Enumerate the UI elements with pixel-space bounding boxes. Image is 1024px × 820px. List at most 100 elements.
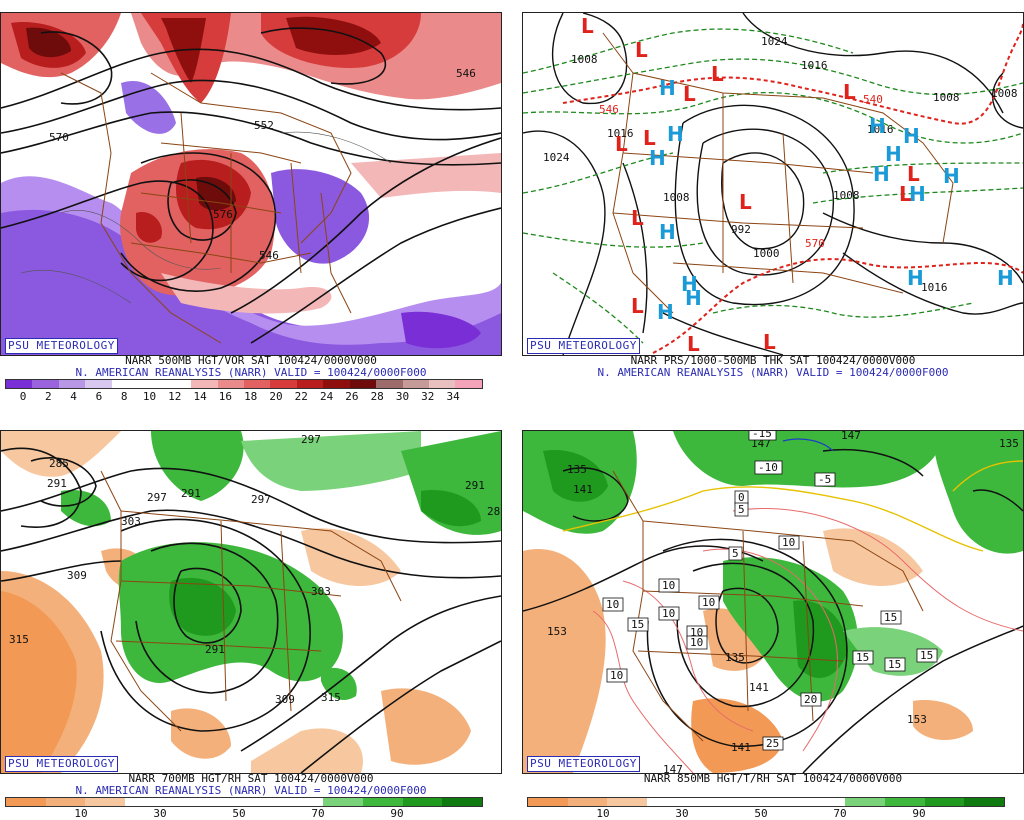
colorbar-tick-label: 30 [153, 807, 167, 820]
temperature-label-box [658, 578, 680, 593]
colorbar-swatch [164, 798, 205, 806]
colorbar-ticks: 0 2 4 6 8 10 12 14 16 18 20 22 24 26 28 30 32 34 [5, 390, 481, 403]
colorbar-swatch [191, 380, 218, 388]
contour-label: 1008 [933, 91, 960, 104]
colorbar-swatch [528, 798, 568, 806]
panel-500mb-hgt-vor: 570 546 552 576 546 PSU METEOROLOGY NARR… [0, 0, 502, 405]
panel-850mb-hgt-t-rh: 135 141 147 153 135 141 153 141 147 135 … [522, 418, 1024, 820]
temperature-label: 10 [782, 536, 795, 549]
colorbar-swatch [45, 798, 86, 806]
low-pressure-marker: L [711, 62, 724, 86]
low-pressure-marker: L [631, 206, 644, 230]
thickness-label: 540 [863, 93, 883, 106]
contour-label: 309 [275, 693, 295, 706]
low-pressure-marker: L [907, 162, 920, 186]
colorbar-swatch [766, 798, 806, 806]
colorbar-tick-label: 28 [370, 390, 384, 403]
colorbar-tick-label: 0 [19, 390, 27, 403]
contour-label: 285 [49, 457, 69, 470]
colorbar-swatch [125, 798, 165, 806]
temperature-label-box [916, 648, 938, 663]
colorbar-tick-label: 10 [142, 390, 157, 403]
caption-valid-time: N. AMERICAN REANALYSIS (NARR) VALID = 10… [597, 366, 949, 379]
temperature-label: 15 [920, 649, 933, 662]
contour-label: 315 [321, 691, 341, 704]
colorbar-swatch [85, 798, 126, 806]
psu-meteorology-badge: PSU METEOROLOGY [5, 338, 118, 354]
temperature-label: 0 [738, 491, 745, 504]
colorbar-swatch [363, 798, 403, 806]
colorbar-ticks: 10 30 50 70 90 [527, 807, 1003, 820]
temperature-label-box [734, 502, 749, 517]
low-pressure-marker: L [763, 330, 776, 354]
temperature-label-box [658, 606, 680, 621]
contour-label: 135 [567, 463, 587, 476]
temperature-label: 10 [702, 596, 715, 609]
colorbar-tick-label: 6 [95, 390, 103, 403]
contour-label: 1024 [543, 151, 570, 164]
temperature-label: 5 [732, 547, 739, 560]
contour-label: 297 [147, 491, 167, 504]
colorbar-tick-label: 22 [294, 390, 308, 403]
colorbar-swatch [349, 380, 377, 388]
high-pressure-marker: H [997, 266, 1014, 290]
temperature-label-box [698, 595, 720, 610]
contour-label: 1024 [761, 35, 788, 48]
temp-rh-map-graphic: 135 141 147 153 135 141 153 141 147 135 … [523, 431, 1023, 773]
colorbar-tick-label: 26 [345, 390, 359, 403]
low-pressure-marker: L [643, 126, 656, 150]
contour-label: 1016 [921, 281, 948, 294]
psu-meteorology-badge: PSU METEOROLOGY [5, 756, 118, 772]
temperature-label: 25 [766, 737, 779, 750]
contour-label: 28 [487, 505, 500, 518]
colorbar-tick-label: 30 [675, 807, 689, 820]
temperature-label-box [884, 657, 906, 672]
temperature-label: 15 [888, 658, 901, 671]
contour-label: 303 [311, 585, 331, 598]
map-500mb-vorticity: 570 546 552 576 546 PSU METEOROLOGY [0, 12, 502, 356]
colorbar-swatch [217, 380, 244, 388]
colorbar-swatch [244, 798, 284, 806]
temperature-label: 10 [662, 579, 675, 592]
temperature-label: 5 [738, 503, 745, 516]
vorticity-map-graphic: 570 546 552 576 546 [1, 13, 501, 355]
caption-title: NARR 500MB HGT/VOR SAT 100424/0000V000 [125, 354, 377, 367]
colorbar-tick-label: 24 [319, 390, 334, 403]
colorbar-swatch [924, 798, 965, 806]
colorbar-vorticity [5, 379, 483, 389]
map-700mb-rh: 297 285 291 303 297 291 297 309 291 303 … [0, 430, 502, 774]
colorbar-rh [527, 797, 1005, 807]
colorbar-swatch [270, 380, 297, 388]
colorbar-swatch [402, 798, 443, 806]
low-pressure-marker: L [615, 132, 628, 156]
colorbar-tick-label: 10 [74, 807, 88, 820]
colorbar-swatch [726, 798, 767, 806]
contour-label: 1016 [801, 59, 828, 72]
high-pressure-marker: H [667, 122, 684, 146]
low-pressure-marker: L [739, 190, 752, 214]
colorbar-tick-label: 8 [120, 390, 128, 403]
temperature-label: -15 [752, 431, 772, 440]
colorbar-tick-label: 50 [232, 807, 246, 820]
colorbar-tick-label: 70 [833, 807, 847, 820]
temperature-label-box [686, 635, 708, 650]
colorbar-swatch [964, 798, 1005, 806]
low-pressure-marker: L [683, 82, 696, 106]
colorbar-tick-label: 10 [596, 807, 610, 820]
colorbar-tick-label: 16 [218, 390, 233, 403]
contour-label: 315 [9, 633, 29, 646]
temperature-label: 15 [856, 651, 869, 664]
colorbar-tick-label: 4 [70, 390, 77, 403]
colorbar-tick-label: 18 [244, 390, 258, 403]
temperature-label-box [627, 617, 649, 632]
map-850mb-temperature-rh: 135 141 147 153 135 141 153 141 147 135 … [522, 430, 1024, 774]
contour-label: 135 [725, 651, 745, 664]
caption-title: NARR 700MB HGT/RH SAT 100424/0000V000 [128, 772, 374, 785]
colorbar-swatch [607, 798, 648, 806]
contour-label: 303 [121, 515, 141, 528]
contour-label: 1008 [833, 189, 860, 202]
colorbar-swatch [323, 798, 364, 806]
temperature-label-box [754, 460, 783, 475]
high-pressure-marker: H [685, 286, 702, 310]
low-pressure-marker: L [899, 182, 912, 206]
